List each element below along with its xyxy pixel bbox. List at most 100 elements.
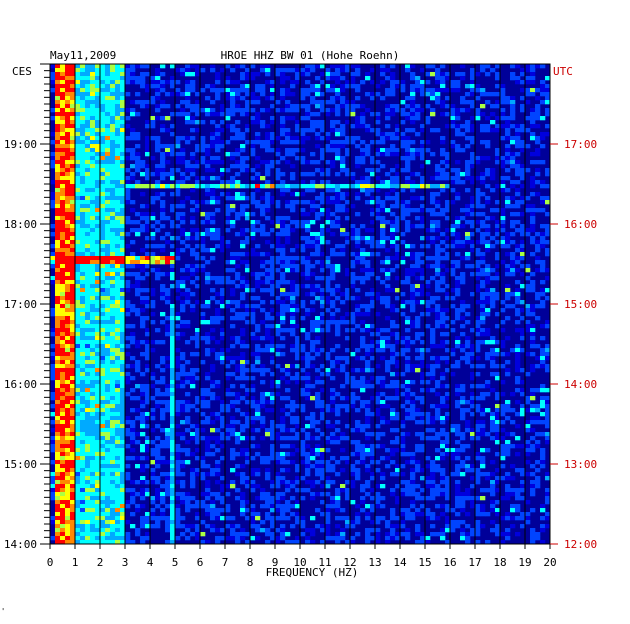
heatmap-cell bbox=[55, 364, 61, 369]
heatmap-cell bbox=[535, 416, 541, 421]
heatmap-cell bbox=[200, 148, 206, 153]
heatmap-cell bbox=[320, 412, 326, 417]
heatmap-cell bbox=[450, 188, 456, 193]
heatmap-cell bbox=[495, 152, 501, 157]
heatmap-cell bbox=[290, 288, 296, 293]
heatmap-cell bbox=[120, 104, 126, 109]
heatmap-cell bbox=[225, 92, 231, 97]
heatmap-cell bbox=[55, 340, 61, 345]
heatmap-cell bbox=[240, 340, 246, 345]
heatmap-cell bbox=[540, 388, 546, 393]
heatmap-cell bbox=[100, 396, 106, 401]
heatmap-cell bbox=[65, 360, 71, 365]
heatmap-cell bbox=[460, 276, 466, 281]
heatmap-cell bbox=[365, 272, 371, 277]
heatmap-cell bbox=[90, 388, 96, 393]
heatmap-cell bbox=[75, 216, 81, 221]
heatmap-cell bbox=[310, 180, 316, 185]
heatmap-cell bbox=[335, 328, 341, 333]
heatmap-cell bbox=[435, 184, 441, 189]
heatmap-cell bbox=[50, 420, 56, 425]
heatmap-cell bbox=[420, 88, 426, 93]
heatmap-cell bbox=[210, 100, 216, 105]
heatmap-cell bbox=[345, 172, 351, 177]
heatmap-cell bbox=[420, 244, 426, 249]
heatmap-cell bbox=[400, 200, 406, 205]
heatmap-cell bbox=[380, 204, 386, 209]
heatmap-cell bbox=[310, 172, 316, 177]
heatmap-cell bbox=[355, 124, 361, 129]
heatmap-cell bbox=[195, 200, 201, 205]
heatmap-cell bbox=[490, 356, 496, 361]
heatmap-cell bbox=[65, 272, 71, 277]
heatmap-cell bbox=[320, 228, 326, 233]
heatmap-cell bbox=[360, 340, 366, 345]
heatmap-cell bbox=[340, 64, 346, 69]
heatmap-cell bbox=[360, 156, 366, 161]
heatmap-cell bbox=[445, 284, 451, 289]
heatmap-cell bbox=[325, 184, 331, 189]
heatmap-cell bbox=[365, 380, 371, 385]
heatmap-cell bbox=[440, 168, 446, 173]
heatmap-cell bbox=[455, 292, 461, 297]
heatmap-cell bbox=[525, 76, 531, 81]
heatmap-cell bbox=[300, 224, 306, 229]
heatmap-cell bbox=[405, 388, 411, 393]
heatmap-cell bbox=[115, 384, 121, 389]
heatmap-cell bbox=[545, 412, 551, 417]
heatmap-cell bbox=[350, 108, 356, 113]
heatmap-cell bbox=[495, 252, 501, 257]
heatmap-cell bbox=[180, 68, 186, 73]
heatmap-cell bbox=[395, 388, 401, 393]
heatmap-cell bbox=[105, 308, 111, 313]
heatmap-cell bbox=[275, 148, 281, 153]
heatmap-cell bbox=[70, 132, 76, 137]
heatmap-cell bbox=[135, 64, 141, 69]
heatmap-cell bbox=[150, 156, 156, 161]
heatmap-cell bbox=[60, 248, 66, 253]
heatmap-cell bbox=[225, 280, 231, 285]
heatmap-cell bbox=[430, 72, 436, 77]
heatmap-cell bbox=[530, 108, 536, 113]
heatmap-cell bbox=[80, 136, 86, 141]
heatmap-cell bbox=[450, 88, 456, 93]
heatmap-cell bbox=[465, 340, 471, 345]
heatmap-cell bbox=[95, 328, 101, 333]
heatmap-cell bbox=[140, 416, 146, 421]
heatmap-cell bbox=[415, 288, 421, 293]
heatmap-cell bbox=[310, 420, 316, 425]
heatmap-cell bbox=[380, 392, 386, 397]
heatmap-cell bbox=[60, 356, 66, 361]
heatmap-cell bbox=[135, 152, 141, 157]
heatmap-cell bbox=[505, 156, 511, 161]
heatmap-cell bbox=[505, 132, 511, 137]
heatmap-cell bbox=[60, 340, 66, 345]
heatmap-cell bbox=[305, 224, 311, 229]
heatmap-cell bbox=[530, 408, 536, 413]
heatmap-cell bbox=[470, 208, 476, 213]
heatmap-cell bbox=[165, 328, 171, 333]
heatmap-cell bbox=[250, 384, 256, 389]
heatmap-cell bbox=[475, 364, 481, 369]
heatmap-cell bbox=[175, 188, 181, 193]
heatmap-cell bbox=[215, 340, 221, 345]
heatmap-cell bbox=[330, 376, 336, 381]
heatmap-cell bbox=[130, 108, 136, 113]
heatmap-cell bbox=[60, 348, 66, 353]
heatmap-cell bbox=[215, 232, 221, 237]
heatmap-cell bbox=[85, 80, 91, 85]
heatmap-cell bbox=[385, 256, 391, 261]
heatmap-cell bbox=[65, 288, 71, 293]
heatmap-cell bbox=[110, 316, 116, 321]
heatmap-cell bbox=[390, 256, 396, 261]
heatmap-cell bbox=[225, 208, 231, 213]
heatmap-cell bbox=[165, 216, 171, 221]
heatmap-cell bbox=[85, 304, 91, 309]
heatmap-cell bbox=[90, 244, 96, 249]
heatmap-cell bbox=[495, 364, 501, 369]
heatmap-cell bbox=[200, 212, 206, 217]
heatmap-cell bbox=[260, 348, 266, 353]
heatmap-cell bbox=[115, 388, 121, 393]
heatmap-cell bbox=[345, 240, 351, 245]
heatmap-cell bbox=[465, 172, 471, 177]
